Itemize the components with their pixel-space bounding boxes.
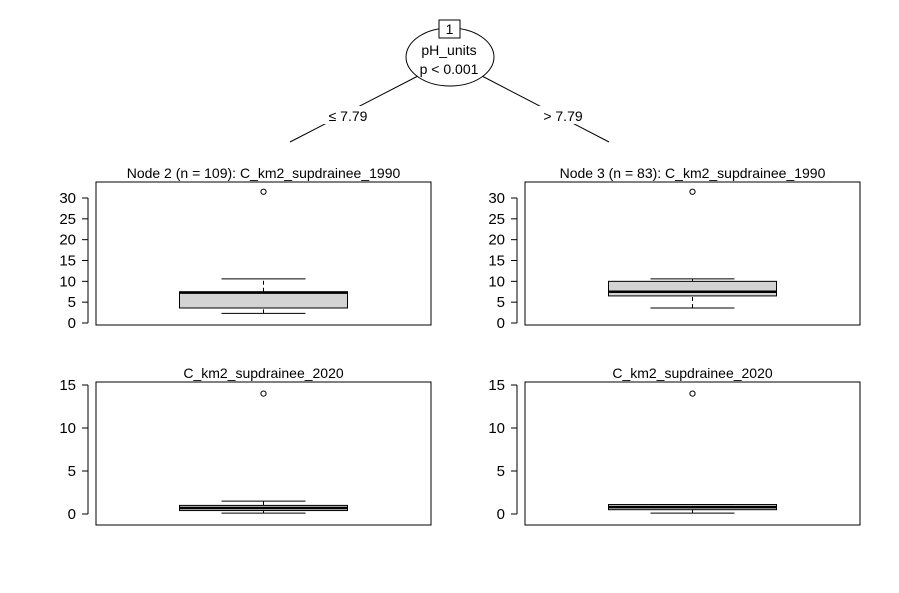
node2-panel2-title: C_km2_supdrainee_2020 [183,365,344,381]
root-id-box [438,19,461,39]
root-variable: pH_units [421,42,476,58]
node3-panel1-outlier [689,188,696,195]
left-edge-label-bg [322,106,374,124]
node3-panel1-y-tick-label: 10 [488,273,505,290]
node3-panel2-y-tick-label: 0 [497,506,505,523]
node3-panel2-title: C_km2_supdrainee_2020 [612,365,773,381]
node3-panel2-y-tick-label: 5 [497,463,505,480]
node2-panel2-y-tick-label: 15 [59,377,76,394]
right-edge-label: > 7.79 [543,108,583,124]
node2-panel1-y-tick-label: 5 [68,294,76,311]
node3-panel1-y-tick-label: 25 [488,211,505,228]
node2-panel2-outlier [260,390,267,397]
root-id: 1 [446,21,454,37]
node2-panel1-y-tick-label: 20 [59,232,76,249]
node2-panel1-y-tick-label: 10 [59,273,76,290]
node2-panel1-y-tick-label: 25 [59,211,76,228]
left-edge-label: ≤ 7.79 [329,108,368,124]
node3-panel2-outlier [689,390,696,397]
node3-panel1-y-tick-label: 20 [488,232,505,249]
node3-panel1-y-tick-label: 30 [488,190,505,207]
node2-panel1-y-tick-label: 30 [59,190,76,207]
node2-panel1-y-tick-label: 0 [68,315,76,332]
node2-panel1-box [179,291,348,309]
node2-panel1-outlier [260,188,267,195]
terminal-panels: Node 2 (n = 109): C_km2_supdrainee_1990 0… [59,165,861,526]
node3-panel1-title: Node 3 (n = 83): C_km2_supdrainee_1990 [560,165,826,181]
node3-panel2-y-tick-label: 10 [488,420,505,437]
root-node: 1 pH_units p < 0.001 ≤ 7.79 > 7.79 [289,19,610,143]
node3-panel2-y-tick-label: 15 [488,377,505,394]
right-edge-label-bg [537,106,589,124]
node3-panel1-y-tick-label: 0 [497,315,505,332]
node2-panel1-title: Node 2 (n = 109): C_km2_supdrainee_1990 [127,165,401,181]
node2-panel2-y-tick-label: 0 [68,506,76,523]
root-pvalue: p < 0.001 [420,61,479,77]
node3-panel1-box [608,280,777,297]
node2-panel1-y-tick-label: 15 [59,253,76,270]
node2-panel2-y-tick-label: 5 [68,463,76,480]
node3-panel1-frame [524,181,861,326]
node3-panel1-y-tick-label: 5 [497,294,505,311]
node3-panel1-y-tick-label: 15 [488,253,505,270]
node2-panel2-y-tick-label: 10 [59,420,76,437]
node3-panel2-frame [524,381,861,526]
